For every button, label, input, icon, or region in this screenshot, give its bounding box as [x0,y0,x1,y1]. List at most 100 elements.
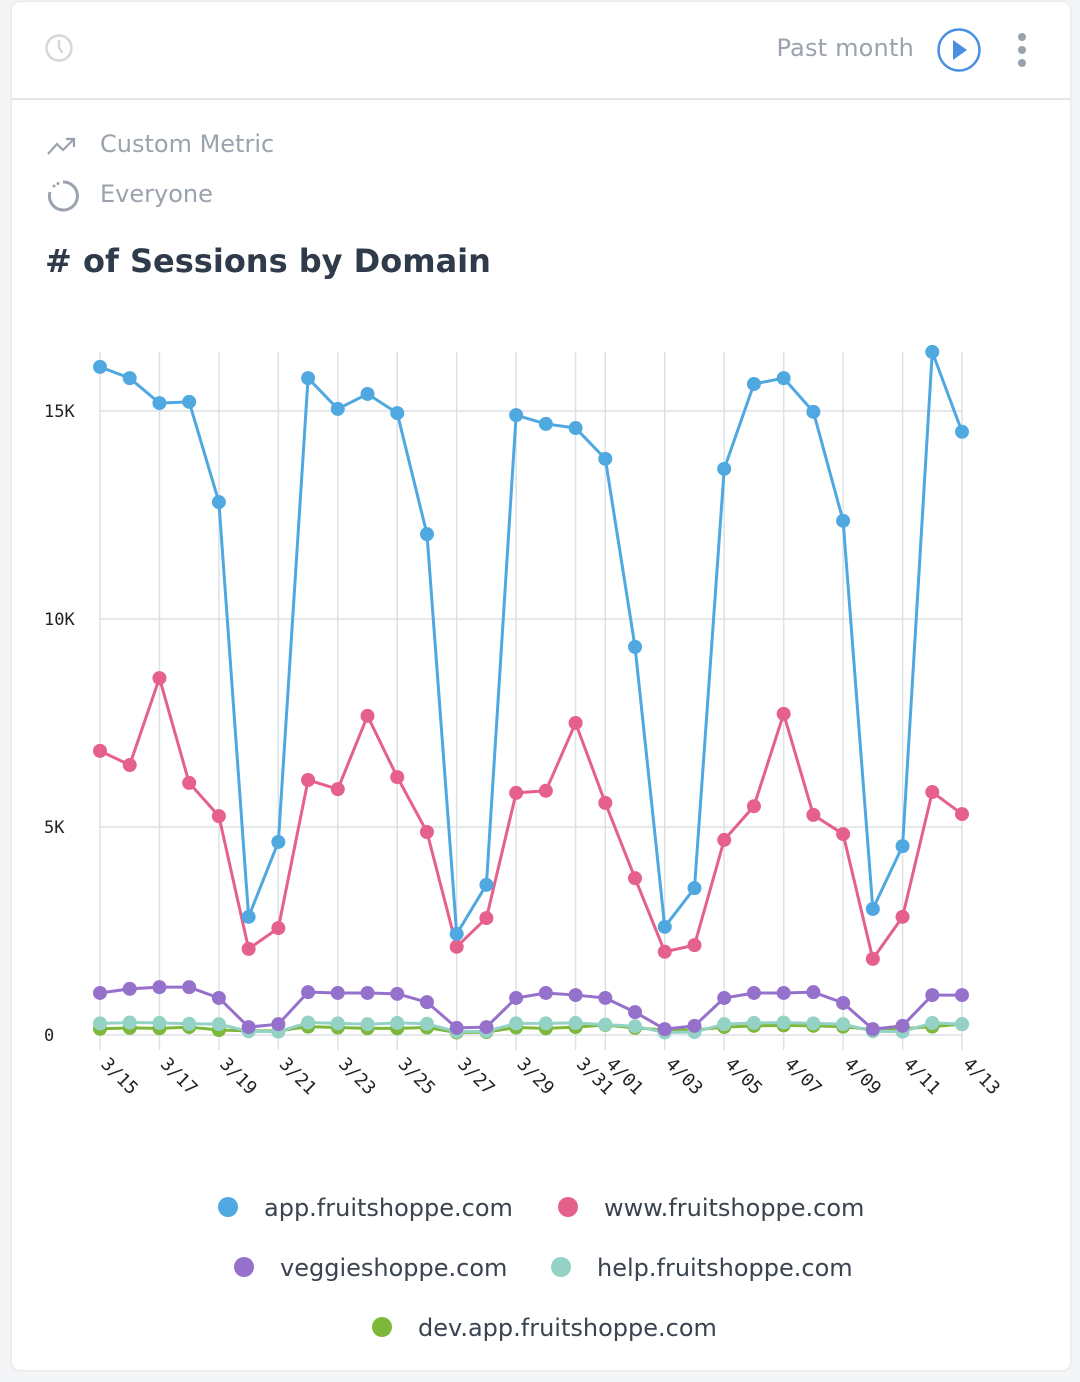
data-point [925,344,940,359]
data-point [419,995,434,1010]
data-point [687,938,702,953]
data-point [390,770,405,785]
data-point [955,424,969,439]
series-line [99,350,964,936]
data-point [925,988,940,1003]
data-point [390,1015,405,1030]
data-point [925,1015,940,1030]
data-point [717,1017,732,1032]
legend-swatch [234,1257,254,1277]
y-tick-label: 10K [44,610,75,630]
legend-item-app[interactable]: app.fruitshoppe.com [218,1194,513,1222]
legend-label: dev.app.fruitshoppe.com [418,1314,717,1342]
data-point [598,990,613,1005]
data-point [836,1017,851,1032]
data-point [182,980,197,995]
data-point [330,985,345,1000]
data-point [657,944,672,959]
x-tick-label: 3/27 [453,1054,499,1100]
data-point [717,990,732,1005]
legend-item-veggie[interactable]: veggieshoppe.com [234,1254,507,1282]
trending-up-icon [47,137,76,155]
data-point [271,834,286,849]
data-point [122,1015,137,1030]
legend-label: veggieshoppe.com [280,1254,508,1282]
x-tick-label: 4/11 [899,1054,945,1100]
data-point [509,990,524,1005]
data-point [271,921,286,936]
data-point [598,451,613,466]
data-point [122,371,137,386]
data-point [568,421,583,436]
legend-swatch [551,1257,571,1277]
data-point [152,396,167,411]
data-point [865,951,880,966]
data-point [152,980,167,995]
legend-label: www.fruitshoppe.com [604,1194,865,1222]
data-point [241,1020,256,1035]
clock-icon[interactable] [45,34,73,62]
legend-swatch [558,1197,578,1217]
data-point [836,995,851,1010]
data-point [360,985,375,1000]
x-tick-label: 3/29 [513,1054,559,1100]
data-point [538,985,553,1000]
data-point [806,404,821,419]
data-point [419,824,434,839]
data-point [360,386,375,401]
legend-label: help.fruitshoppe.com [597,1254,853,1282]
data-point [806,985,821,1000]
date-range-label[interactable]: Past month [776,34,914,62]
data-point [271,1017,286,1032]
data-point [895,1018,910,1033]
data-point [122,981,137,996]
segment-circle-icon [47,180,79,212]
data-point [538,783,553,798]
data-point [330,401,345,416]
more-vertical-icon[interactable] [1012,32,1032,72]
x-tick-label: 4/13 [958,1054,1004,1100]
data-point [836,513,851,528]
data-point [568,988,583,1003]
legend-swatch [218,1197,238,1217]
y-tick-label: 0 [44,1026,54,1046]
data-point [865,1022,880,1037]
card-header: Past month [12,2,1070,100]
data-point [182,1016,197,1031]
data-point [955,1017,969,1032]
data-point [628,871,643,886]
data-point [419,1016,434,1031]
data-point [301,371,316,386]
legend-item-dev[interactable]: dev.app.fruitshoppe.com [372,1314,717,1342]
data-point [955,988,969,1003]
chart-title: # of Sessions by Domain [45,242,491,280]
data-point [598,795,613,810]
data-point [895,839,910,854]
legend-label: app.fruitshoppe.com [264,1194,513,1222]
data-point [301,985,316,1000]
data-point [330,1016,345,1031]
data-point [122,758,137,773]
data-point [93,985,107,1000]
play-icon[interactable] [937,28,981,72]
x-tick-label: 3/25 [394,1054,440,1100]
x-tick-label: 4/03 [661,1054,707,1100]
data-point [746,985,761,1000]
x-tick-label: 3/19 [215,1054,261,1100]
x-tick-label: 3/23 [334,1054,380,1100]
x-tick-label: 3/21 [275,1054,321,1100]
data-point [479,911,494,926]
data-point [330,782,345,797]
data-point [241,909,256,924]
data-point [449,926,464,941]
legend-item-help[interactable]: help.fruitshoppe.com [551,1254,853,1282]
data-point [836,827,851,842]
metric-label: Custom Metric [100,130,275,158]
data-point [301,1015,316,1030]
chart-card: Past month Custom Metric Everyone # of S… [12,2,1070,1370]
x-tick-label: 4/09 [840,1054,886,1100]
x-tick-label: 4/07 [780,1054,826,1100]
x-tick-label: 4/05 [721,1054,767,1100]
legend-item-www[interactable]: www.fruitshoppe.com [558,1194,864,1222]
